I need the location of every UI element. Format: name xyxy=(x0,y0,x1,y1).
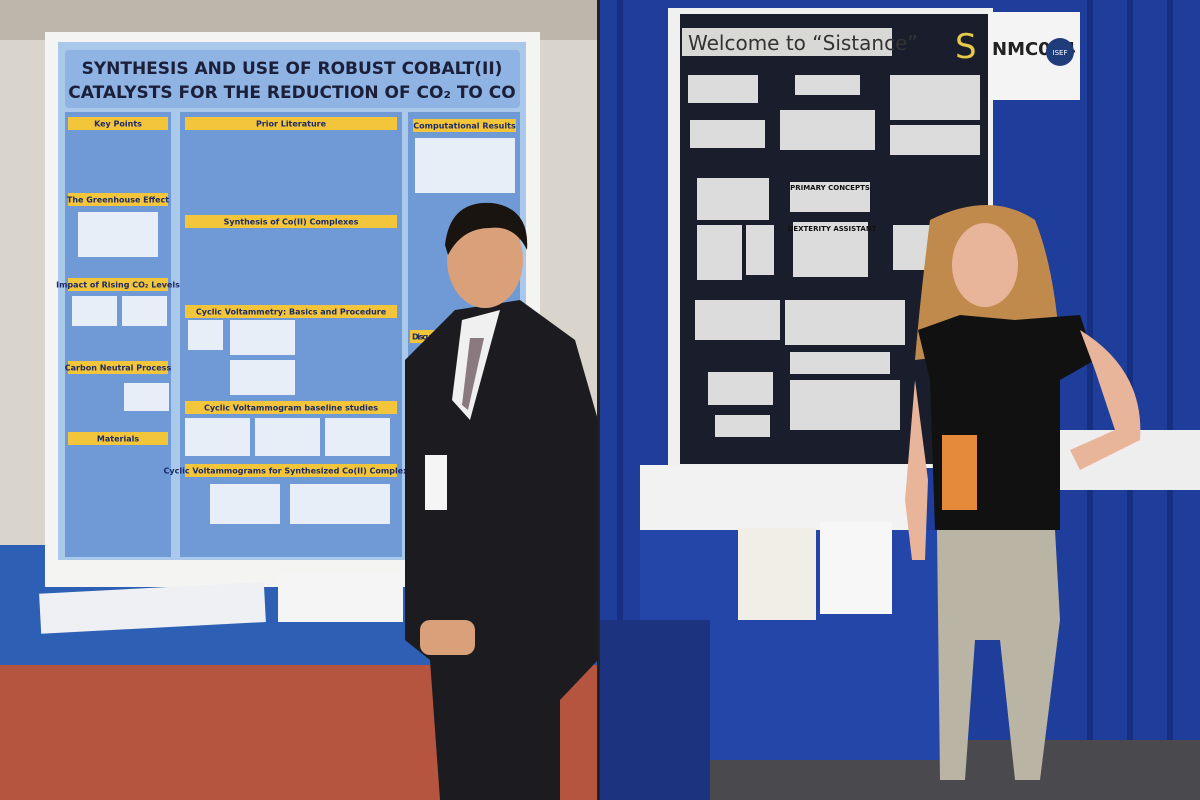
section-bar xyxy=(185,305,397,318)
figures xyxy=(72,138,515,524)
figure xyxy=(78,212,158,257)
section-header: Key Points xyxy=(94,120,142,129)
section-header: The Greenhouse Effect xyxy=(67,196,169,205)
poster-title: SYNTHESIS AND USE OF ROBUST COBALT(II) xyxy=(82,59,503,79)
section-header: Impact of Rising CO₂ Levels xyxy=(56,281,180,290)
right-photo: Welcome to “Sistance” S PRIMARY CONCEPTS… xyxy=(600,0,1200,800)
paper xyxy=(738,528,816,620)
heading: PRIMARY CONCEPTS xyxy=(790,184,870,192)
figure xyxy=(230,320,295,355)
section-header: Materials xyxy=(97,435,139,444)
badge-text: ISEF xyxy=(1053,49,1068,57)
person xyxy=(905,205,1141,780)
section-bar xyxy=(68,278,168,291)
figure xyxy=(124,383,169,411)
section-bar xyxy=(185,464,397,477)
binder xyxy=(39,582,266,634)
section-bar xyxy=(68,193,168,206)
section-bar xyxy=(185,215,397,228)
panel xyxy=(790,182,870,212)
figure xyxy=(122,296,167,326)
person xyxy=(405,202,598,800)
figure xyxy=(72,296,117,326)
section-header: Carbon Neutral Process xyxy=(65,364,172,373)
figure xyxy=(230,360,295,395)
section-bar xyxy=(68,117,168,130)
figure xyxy=(255,418,320,456)
section-bar xyxy=(413,119,516,132)
figure xyxy=(415,138,515,193)
chair xyxy=(600,620,710,800)
figure xyxy=(210,484,280,524)
section-bar xyxy=(185,117,397,130)
section-header: Cyclic Voltammogram baseline studies xyxy=(204,404,378,413)
column xyxy=(65,112,171,557)
section-header: Cyclic Voltammograms for Synthesized Co(… xyxy=(164,467,419,476)
title-band xyxy=(65,50,520,108)
poster-title: CATALYSTS FOR THE REDUCTION OF CO₂ TO CO xyxy=(68,83,515,103)
section-header: Computational Results xyxy=(413,122,516,131)
title-band xyxy=(682,28,892,56)
section-bar xyxy=(185,401,397,414)
section-bar xyxy=(68,361,168,374)
badge-logo xyxy=(1046,38,1074,66)
panels xyxy=(688,75,980,437)
section-bar xyxy=(68,432,168,445)
section-header: Synthesis of Co(II) Complexes xyxy=(224,218,359,227)
figure xyxy=(188,320,223,350)
figure xyxy=(185,418,250,456)
poster-title: Welcome to “Sistance” xyxy=(688,31,918,55)
paper xyxy=(820,522,892,614)
logo: S xyxy=(955,27,977,67)
section-header: Prior Literature xyxy=(256,120,327,129)
table xyxy=(640,465,915,530)
figure xyxy=(325,418,390,456)
name-badge xyxy=(942,435,977,510)
section-header: Cyclic Voltammetry: Basics and Procedure xyxy=(196,308,387,317)
section-headers: Key Points The Greenhouse Effect Impact of… xyxy=(56,117,516,477)
heading: DEXTERITY ASSISTANT xyxy=(788,225,877,233)
papers xyxy=(278,572,403,622)
left-photo: SYNTHESIS AND USE OF ROBUST COBALT(II) C… xyxy=(0,0,598,800)
figure xyxy=(290,484,390,524)
